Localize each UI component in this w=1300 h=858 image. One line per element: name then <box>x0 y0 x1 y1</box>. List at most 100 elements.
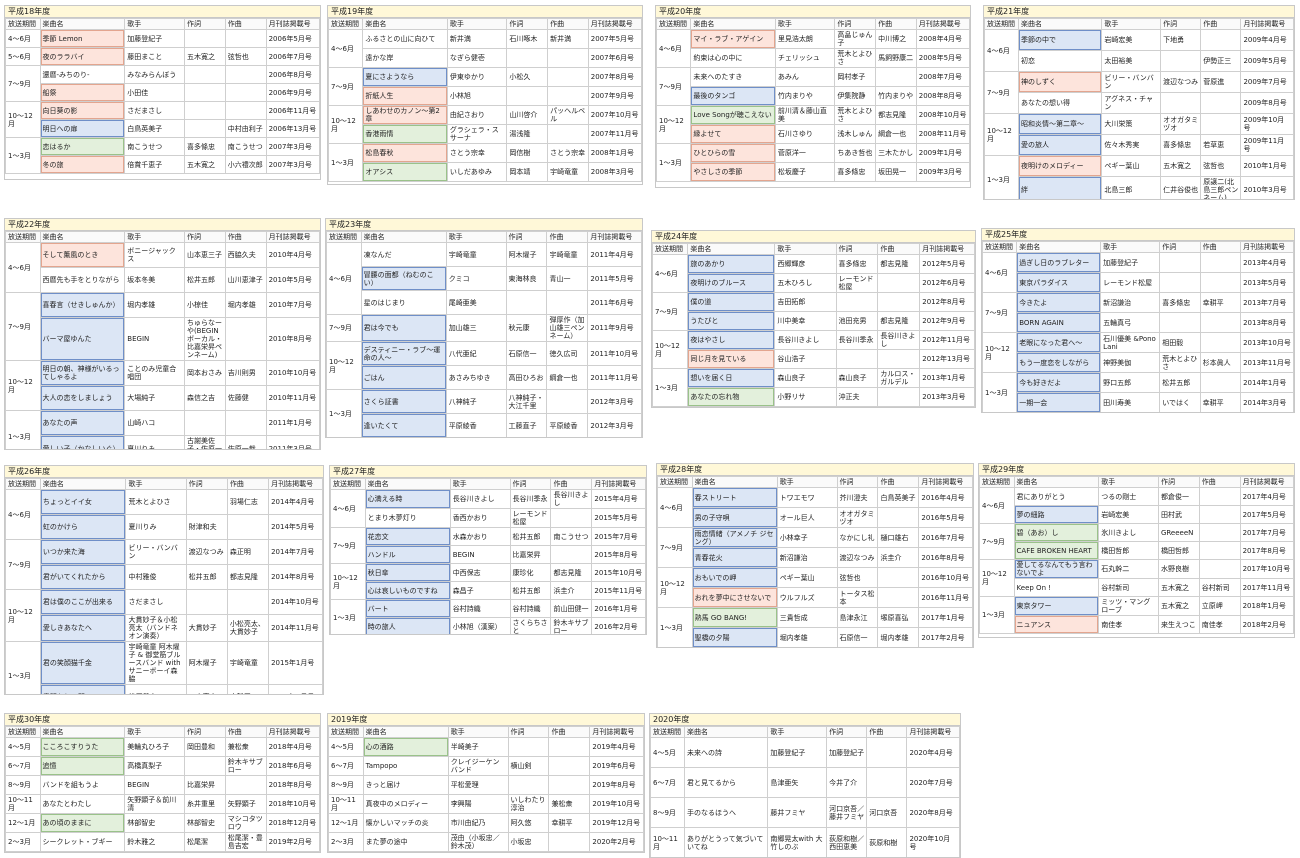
table-row: 10〜11月 真夜中のメロディー 李興陽 いしわたり淳治 兼松衆 2019年10月号 <box>328 794 644 814</box>
table-row: 愛の旅人 佐々木秀実 喜多條忠 若草恵 2009年11月号 <box>985 134 1294 156</box>
period-cell: 7〜9月 <box>326 314 362 342</box>
issue-cell: 2007年11月号 <box>587 124 642 144</box>
song-title-cell: 恋はるか <box>39 137 126 156</box>
song-title-cell: バート <box>364 599 451 618</box>
header-issue: 月刊誌掲載号 <box>1239 476 1294 488</box>
composer-cell: 森正明 <box>226 539 270 565</box>
period-cell: 4〜6月 <box>5 489 41 540</box>
issue-cell: 2007年8月号 <box>587 67 642 87</box>
table-row: 10〜12月 明日の朝、神様がいるってしゃるよ ことのみ児童合唱団 岡本おさみ 吉川則男… <box>5 360 320 411</box>
header-composer: 作曲 <box>866 726 908 738</box>
header-singer: 歌手 <box>124 18 185 30</box>
song-table: 放送期間 楽曲名 歌手 作詞 作曲 月刊誌掲載号 4〜6月 君にありがとう つるの剛士 都倉俊一 2… <box>979 476 1294 634</box>
lyricist-cell: ちあき哲也 <box>834 143 877 163</box>
composer-cell <box>548 775 591 795</box>
table-row: 縁よせて 石川さゆり 浅木しゅん 綱倉一也 2008年11月号 <box>657 124 970 144</box>
issue-cell: 2020年4月号 <box>906 737 960 768</box>
composer-cell: 徳久広司 <box>546 341 589 366</box>
lyricist-cell: 五木寛之 <box>1157 578 1200 597</box>
period-cell: 7〜9月 <box>5 292 41 361</box>
table-row: 10〜12月 君は僕のここが出来る さだまさし 2014年10月号 <box>5 589 323 642</box>
issue-cell: 2015年5月号 <box>591 508 646 528</box>
lyricist-cell: さくらちさと <box>509 617 552 634</box>
table-row: 1〜3月 君の笑顔猫千金 宇崎竜童 阿木燿子 & 御堂筋ブルースバンド with サ… <box>5 641 323 694</box>
issue-cell: 2019年4月号 <box>589 737 644 757</box>
song-title-cell: ハンドル <box>364 545 451 564</box>
lyricist-cell: なかにし礼 <box>836 527 879 548</box>
lyricist-cell: 森山良子 <box>835 368 879 388</box>
lyricist-cell: 島津永江 <box>836 607 879 628</box>
issue-cell: 2012年13月号 <box>919 349 975 369</box>
song-title-cell: あなたとわたし <box>39 794 126 814</box>
period-cell: 4〜6月 <box>328 29 364 68</box>
issue-cell: 2007年10月号 <box>587 105 642 125</box>
lyricist-cell: 五木寛之 <box>183 155 226 174</box>
lyricist-cell: 長谷川季永 <box>835 330 879 350</box>
header-composer: 作曲 <box>1199 241 1242 253</box>
issue-cell: 2011年11月号 <box>587 365 642 390</box>
year-title: 2019年度 <box>328 714 644 726</box>
singer-cell: 石丸幹二 <box>1098 559 1159 579</box>
period-cell: 4〜6月 <box>984 29 1019 72</box>
header-lyricist: 作詞 <box>1157 476 1200 488</box>
year-title: 平成30年度 <box>5 714 320 726</box>
composer-cell: 都志見隆 <box>877 311 921 331</box>
singer-cell: 倍賞千恵子 <box>124 155 185 174</box>
table-header-row: 放送期間 楽曲名 歌手 作詞 作曲 月刊誌掲載号 <box>650 726 960 738</box>
lyricist-cell: 喜多條忠 <box>1159 292 1201 313</box>
table-row: 7〜9月 今きたよ 新沼謙治 喜多條忠 幸耕平 2013年7月号 <box>982 292 1294 333</box>
song-title-cell: 君の笑顔猫千金 <box>39 641 127 685</box>
singer-cell: 前川清＆藤山直美 <box>774 105 836 125</box>
singer-cell: 太田裕美 <box>1101 50 1162 72</box>
table-row: 10〜12月 デスティニー・ラブ〜運命の人〜 八代亜紀 石原信一 徳久広司 2011年10… <box>326 341 642 390</box>
lyricist-cell: 荒木とよひさ <box>834 48 877 68</box>
song-title-cell: BORN AGAIN <box>1016 312 1102 333</box>
composer-cell <box>224 775 267 795</box>
lyricist-cell: 石川啄木 <box>506 29 549 49</box>
song-title-cell: いつか来た海 <box>39 539 127 565</box>
lyricist-cell <box>183 756 226 776</box>
period-cell: 8〜9月 <box>650 797 685 828</box>
year-title: 平成20年度 <box>656 6 970 18</box>
issue-cell: 2012年3月号 <box>587 413 642 437</box>
period-cell: 1〜3月 <box>5 137 41 174</box>
singer-cell: ビリー・バンバン <box>125 539 187 565</box>
song-table: 放送期間 楽曲名 歌手 作詞 作曲 月刊誌掲載号 4〜6月 ちょっとイイ女 荒木とよひさ 羽場仁志… <box>5 478 323 694</box>
header-title: 楽曲名 <box>690 18 776 30</box>
year-title: 平成28年度 <box>657 464 973 476</box>
table-row: オアシス いしだあゆみ 岡本靖 宇崎竜童 2008年3月号 <box>329 162 642 182</box>
header-composer: 作曲 <box>224 18 267 30</box>
issue-cell: 2019年6月号 <box>589 756 644 776</box>
singer-cell: ミッツ・マングローブ <box>1098 596 1159 616</box>
table-row: 12〜1月 あの頃のままに 林部智史 林部智史 マシコタツロウ 2018年12月号 <box>5 813 320 833</box>
composer-cell: 矢野顕子 <box>224 794 267 814</box>
composer-cell <box>1199 252 1242 273</box>
song-title-cell: もう一度恋をしながら <box>1016 352 1102 373</box>
song-title-cell: 夜のララバイ <box>39 47 126 66</box>
composer-cell: 原譲二(北島三郎ペンネーム) <box>1200 176 1242 199</box>
header-singer: 歌手 <box>446 18 508 30</box>
composer-cell: 小六禮次郎 <box>224 155 267 174</box>
composer-cell <box>1199 372 1242 393</box>
lyricist-cell: 五木寛之 <box>185 684 228 694</box>
table-row: 同じ月を見ている 谷山浩子 2012年13月号 <box>653 349 975 369</box>
period-cell: 5〜6月 <box>5 47 41 66</box>
issue-cell: 2020年8月号 <box>906 797 960 828</box>
song-title-cell: 季節の中で <box>1017 29 1103 51</box>
period-cell: 10〜12月 <box>5 360 41 411</box>
singer-cell: 谷村新司 <box>1098 578 1159 597</box>
issue-cell: 2011年9月号 <box>587 314 642 342</box>
period-cell: 7〜9月 <box>656 67 692 106</box>
header-period: 放送期間 <box>657 476 693 488</box>
table-row: 最後のタンゴ 竹内まりや 伊集院静 竹内まりや 2008年8月号 <box>657 86 970 106</box>
lyricist-cell: 康珍化 <box>509 563 552 582</box>
lyricist-cell <box>507 737 550 757</box>
issue-cell: 2012年5月号 <box>919 254 975 274</box>
singer-cell: 小野リサ <box>774 387 837 407</box>
song-title-cell: 夜明けのメロディー <box>1017 155 1103 177</box>
song-title-cell: 夢の細路 <box>1013 505 1100 524</box>
lyricist-cell <box>183 65 226 84</box>
issue-cell: 2008年8月号 <box>915 86 970 106</box>
issue-cell: 2013年8月号 <box>1240 312 1294 333</box>
table-row: 10〜11月 あなたとわたし 矢野顕子＆前川清 糸井重里 矢野顕子 2018年10月号 <box>5 794 320 814</box>
